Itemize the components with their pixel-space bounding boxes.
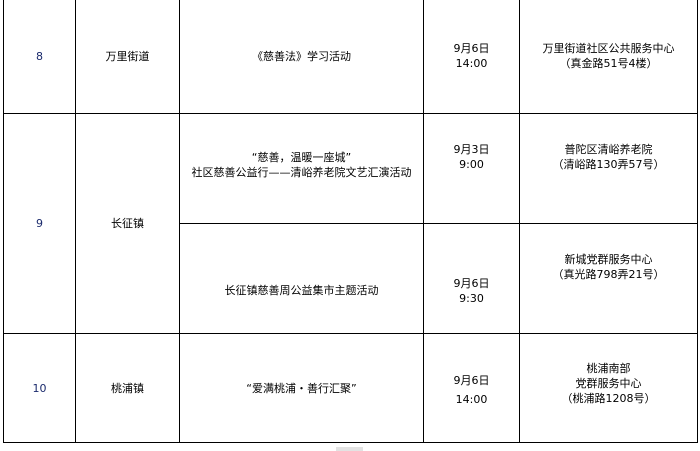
time: 9:30 [459,291,484,305]
time: 14:00 [455,393,488,406]
datetime-cell: 9月6日 14:00 [423,333,520,443]
place-line: （真金路51号4楼） [559,57,658,70]
activity-cell: 长征镇慈善周公益集市主题活动 [179,223,424,334]
place-cell: 普陀区清峪养老院 （清峪路130弄57号） [519,113,698,224]
place-cell: 新城党群服务中心 （真光路798弄21号） [519,223,698,334]
datetime-cell: 9月6日 14:00 [423,0,520,114]
place-line: 桃浦南部 [586,361,631,375]
activity-table: 8 万里街道 《慈善法》学习活动 9月6日 14:00 万里街道社区公共服务中心 （… [3,0,698,443]
row-number: 9 [3,113,76,334]
row-number: 8 [3,0,76,114]
activity-cell: “慈善，温暖一座城” 社区慈善公益行——清峪养老院文艺汇演活动 [179,113,424,224]
datetime-cell: 9月6日 9:30 [423,223,520,334]
place-line: （清峪路130弄57号） [552,158,665,171]
place-line: （桃浦路1208号） [561,391,656,405]
place-line: 万里街道社区公共服务中心 [542,42,675,55]
date: 9月6日 [453,374,490,387]
row-number: 10 [3,333,76,443]
datetime-cell: 9月3日 9:00 [423,113,520,224]
date: 9月6日 [453,276,490,290]
table-row: 10 桃浦镇 “爱满桃浦・善行汇聚” 9月6日 14:00 桃浦南部 党群服务中心（… [3,333,698,443]
activity-cell: 《慈善法》学习活动 [179,0,424,114]
scrollbar-thumb[interactable] [336,447,363,451]
table-row: 长征镇慈善周公益集市主题活动 9月6日 9:30 新城党群服务中心 （真光路798弄… [4,223,698,334]
place-line: 党群服务中心 [575,376,642,390]
time: 9:00 [459,158,484,171]
time: 14:00 [455,57,488,70]
table-row: 8 万里街道 《慈善法》学习活动 9月6日 14:00 万里街道社区公共服务中心 （… [3,0,698,114]
date: 9月3日 [453,143,490,156]
activity-line: “慈善，温暖一座城” [251,151,352,164]
place-line: 普陀区清峪养老院 [564,143,653,156]
date: 9月6日 [453,42,490,55]
place-line: （真光路798弄21号） [552,267,665,281]
place-cell: 万里街道社区公共服务中心 （真金路51号4楼） [519,0,698,114]
activity-line: 社区慈善公益行——清峪养老院文艺汇演活动 [191,166,412,179]
place-line: 新城党群服务中心 [564,252,653,266]
town-cell: 桃浦镇 [75,333,180,443]
activity-cell: “爱满桃浦・善行汇聚” [179,333,424,443]
town-cell: 长征镇 [75,113,180,334]
town-cell: 万里街道 [75,0,180,114]
table-row: 9 长征镇 “慈善，温暖一座城” 社区慈善公益行——清峪养老院文艺汇演活动 9月3… [3,113,698,334]
place-cell: 桃浦南部 党群服务中心 （桃浦路1208号） [519,333,698,443]
